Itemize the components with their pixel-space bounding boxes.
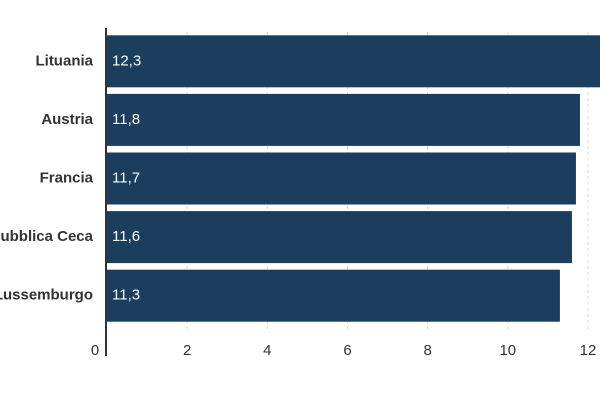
bar-value-label: 11,7 [112,169,140,186]
bars: 12,3 11,8 11,7 11,6 11,3 [107,35,600,322]
bar [107,35,600,88]
x-axis-ticks: 0 2 4 6 8 10 12 [91,342,596,359]
category-label: Lituania [35,52,93,69]
bar [107,269,560,322]
bar [107,152,576,205]
category-label: Lussemburgo [0,287,93,304]
x-tick-label: 8 [423,342,431,359]
x-tick-label: 0 [91,342,99,359]
x-tick-label: 12 [580,342,597,359]
category-labels: Lituania Austria Francia Repubblica Ceca Lus… [0,52,94,303]
category-label: Francia [40,169,94,186]
bar-value-label: 11,3 [112,287,140,304]
x-tick-label: 4 [263,342,271,359]
x-tick-label: 2 [183,342,191,359]
bar-value-label: 12,3 [112,52,141,69]
x-tick-label: 6 [343,342,351,359]
category-label: Repubblica Ceca [0,228,94,245]
category-label: Austria [41,111,93,128]
bar [107,93,580,146]
bar-value-label: 11,8 [112,111,140,128]
bar-value-label: 11,6 [112,228,140,245]
bar [107,211,572,264]
x-tick-label: 10 [499,342,516,359]
